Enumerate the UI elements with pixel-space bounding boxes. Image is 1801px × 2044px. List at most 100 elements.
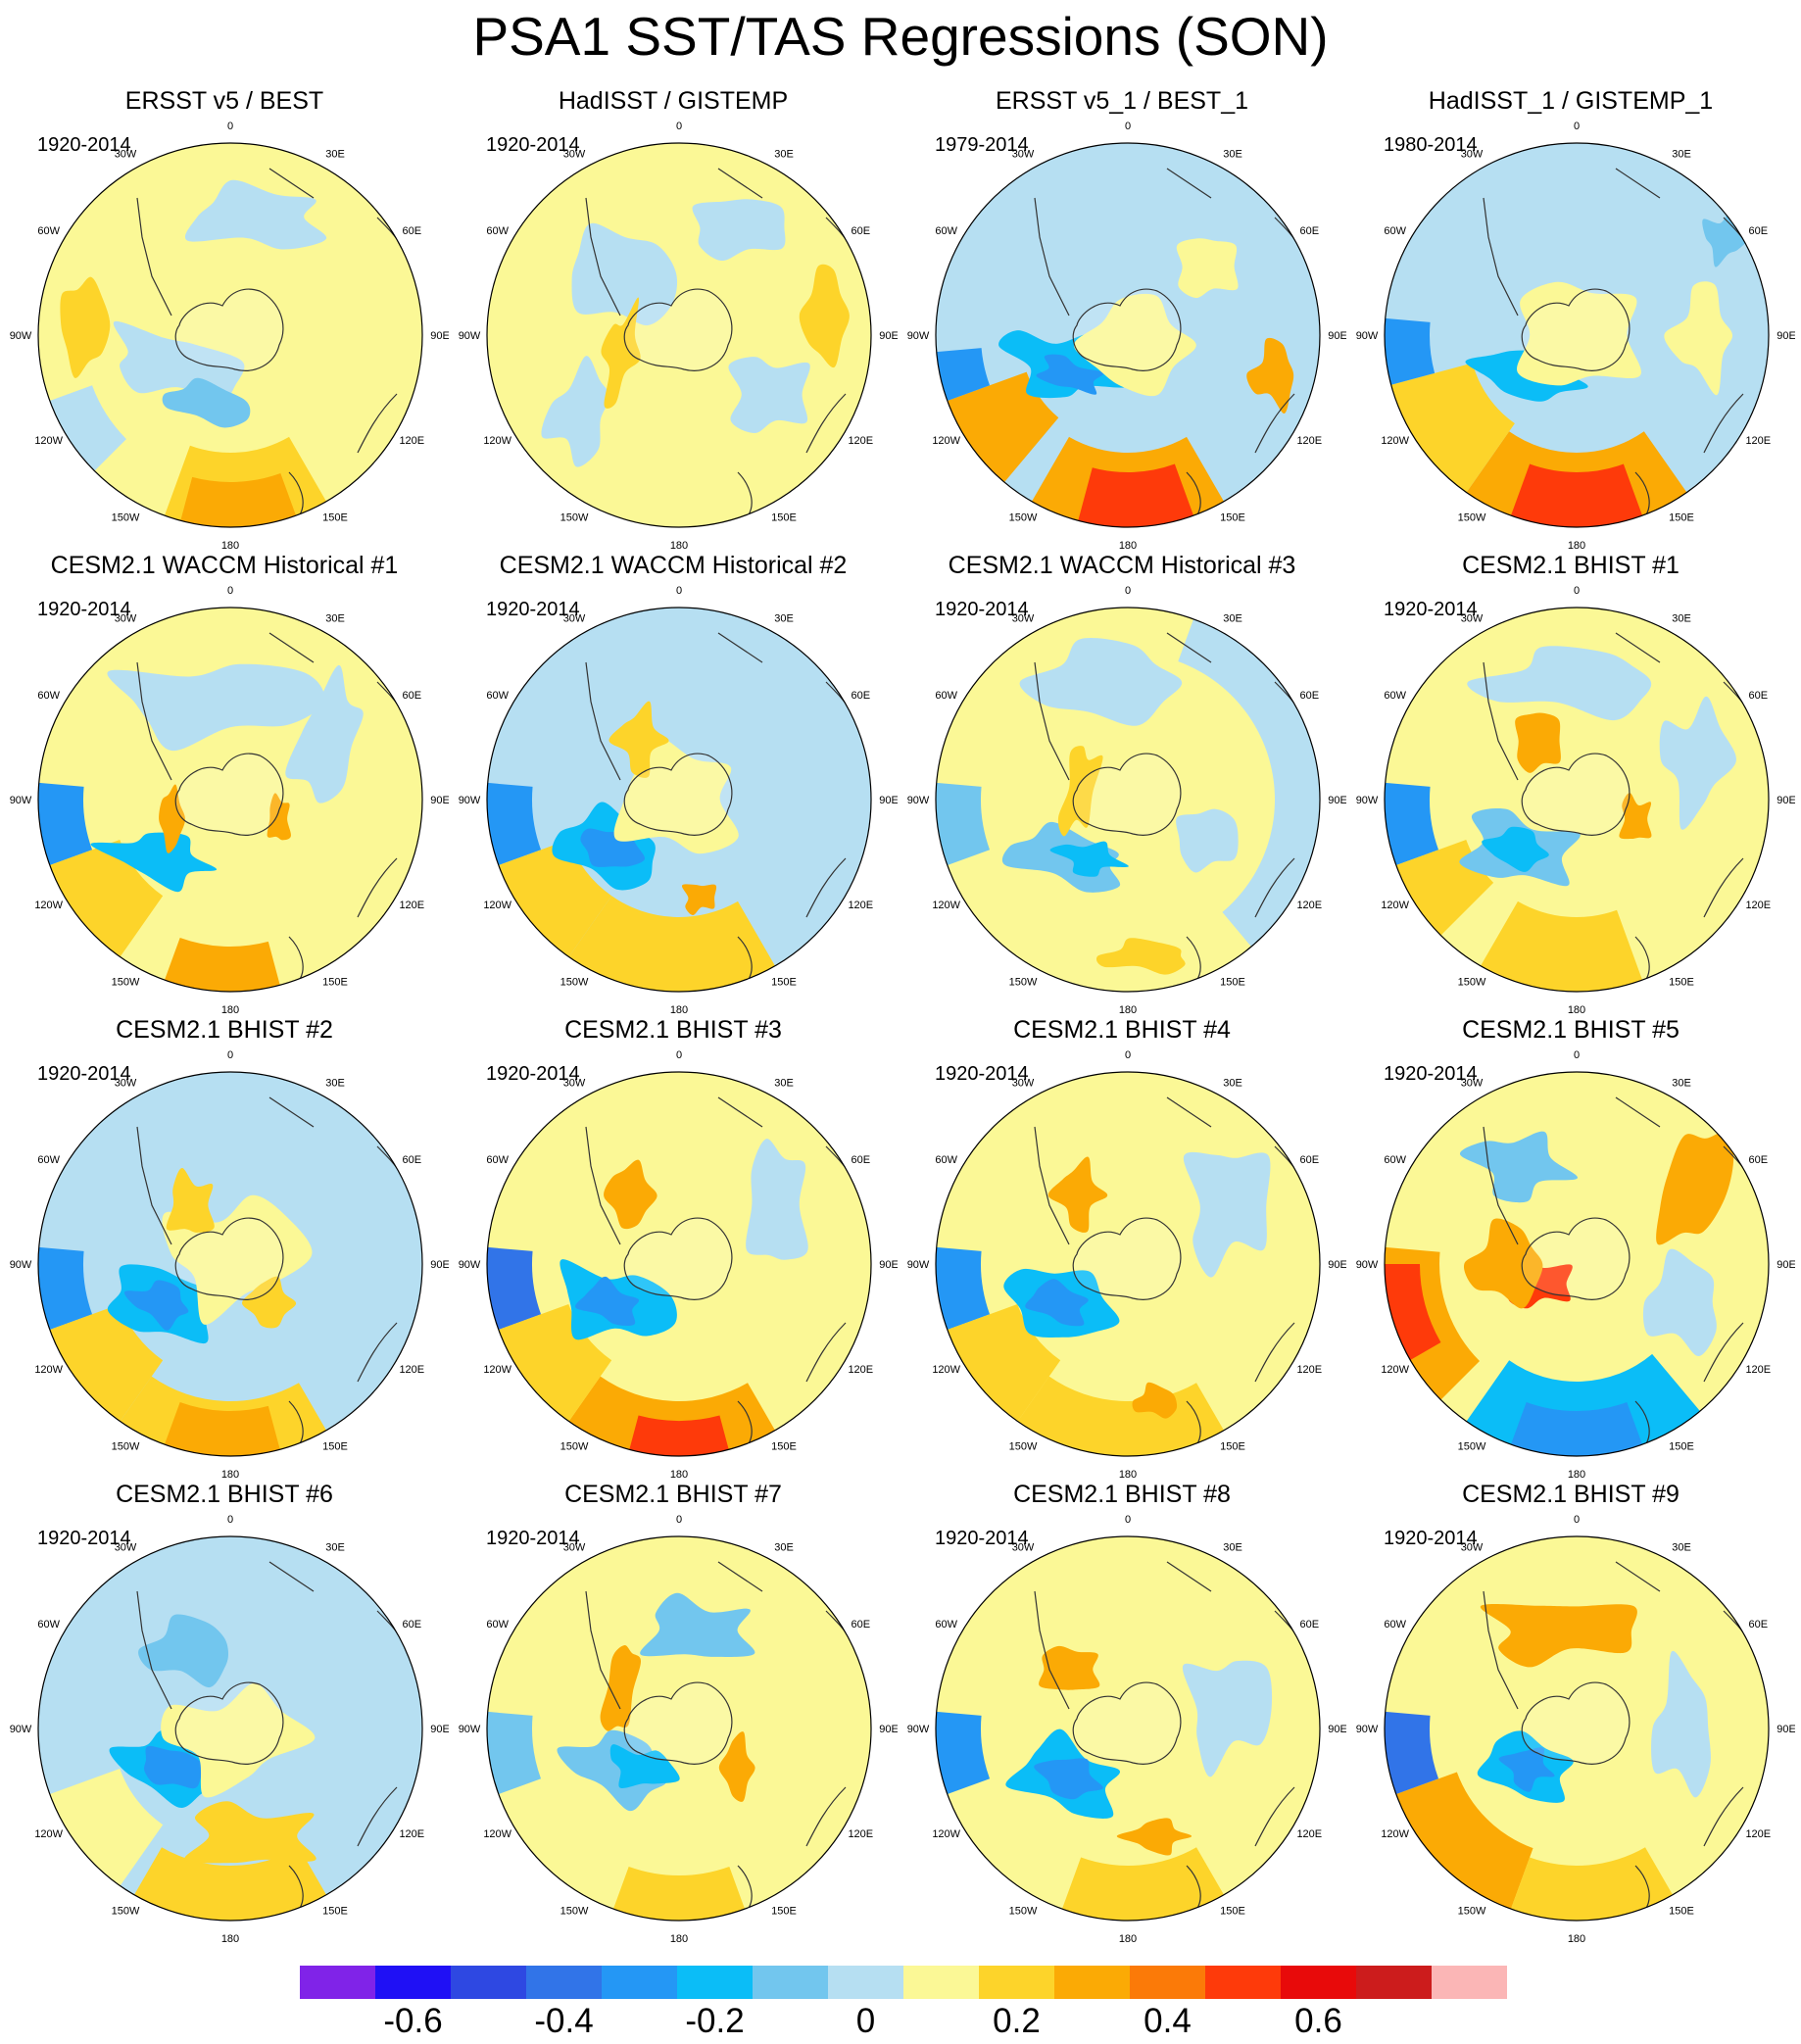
- longitude-label: 30E: [325, 613, 345, 625]
- longitude-label: 90E: [1777, 1259, 1795, 1271]
- longitude-label: 150W: [1458, 511, 1486, 523]
- longitude-label: 90W: [459, 795, 481, 806]
- anomaly-region: [640, 1592, 755, 1658]
- longitude-label: 120E: [1296, 900, 1322, 911]
- longitude-label: 30W: [563, 149, 586, 161]
- longitude-label: 150W: [560, 1905, 589, 1917]
- panel-title: CESM2.1 BHIST #2: [116, 1016, 333, 1044]
- longitude-label: 0: [227, 585, 233, 597]
- antarctica-outline: [623, 1217, 733, 1300]
- longitude-label: 150W: [1458, 1905, 1486, 1917]
- longitude-label: 30E: [1672, 149, 1691, 161]
- longitude-label: 90W: [1356, 1259, 1379, 1271]
- panel-period: 1920-2014: [1384, 1063, 1478, 1085]
- longitude-label: 90W: [1356, 795, 1379, 806]
- longitude-label: 90W: [1356, 1724, 1379, 1735]
- anomaly-region: [1498, 1747, 1555, 1792]
- longitude-label: 30E: [1672, 1542, 1691, 1554]
- antarctica-outline: [174, 288, 284, 371]
- longitude-label: 60E: [1300, 1154, 1320, 1166]
- antarctica-outline: [1072, 1217, 1182, 1300]
- colorbar-swatch: [602, 1966, 677, 1999]
- colorbar-tick-label: -0.4: [534, 2002, 594, 2040]
- longitude-label: 120E: [1296, 435, 1322, 447]
- longitude-label: 60E: [1749, 690, 1769, 702]
- coastline: [717, 1561, 763, 1592]
- longitude-label: 150E: [1220, 1440, 1245, 1452]
- panel-title: CESM2.1 WACCM Historical #3: [948, 552, 1296, 579]
- colorbar-swatch: [1130, 1966, 1205, 1999]
- anomaly-band: [487, 1711, 542, 1795]
- polar-map: 0 30E 60E 90E 120E 150E 180 150W 120W 90W 60W 30W: [1356, 121, 1795, 549]
- coastline: [1166, 168, 1212, 199]
- longitude-label: 120E: [1745, 1828, 1771, 1840]
- antarctica-outline: [174, 1217, 284, 1300]
- map-boundary: [1384, 1535, 1770, 1922]
- coastline: [1034, 1590, 1070, 1710]
- coastline: [357, 393, 398, 454]
- longitude-label: 120W: [1381, 1828, 1409, 1840]
- anomaly-region: [1482, 826, 1549, 872]
- map-boundary: [1384, 142, 1770, 528]
- polar-map: 0 30E 60E 90E 120E 150E 180 150W 120W 90W 60W 30W: [1356, 1049, 1795, 1478]
- polar-map: 0 30E 60E 90E 120E 150E 180 150W 120W 90W 60W 30W: [10, 121, 449, 549]
- antarctica-outline: [1072, 288, 1182, 371]
- anomaly-band: [936, 348, 991, 402]
- anomaly-region: [557, 1729, 667, 1812]
- longitude-label: 30W: [1461, 1078, 1484, 1090]
- anomaly-region: [1651, 1650, 1711, 1798]
- coastline: [805, 857, 847, 918]
- longitude-label: 0: [676, 1049, 682, 1061]
- map-panel: ERSST v5 / BEST 1920-2014 0 30E 60E 90E 120E 15…: [0, 0, 449, 549]
- longitude-label: 90E: [1328, 330, 1346, 342]
- longitude-label: 60W: [37, 1619, 60, 1630]
- anomaly-band: [180, 472, 297, 527]
- anomaly-region: [1463, 1218, 1543, 1309]
- longitude-label: 60E: [403, 1154, 422, 1166]
- anomaly-region: [799, 264, 850, 368]
- figure-title: PSA1 SST/TAS Regressions (SON): [472, 6, 1329, 67]
- longitude-label: 60W: [935, 1619, 957, 1630]
- longitude-label: 90E: [1777, 330, 1795, 342]
- coastline: [1615, 168, 1661, 199]
- polar-map: 0 30E 60E 90E 120E 150E 180 150W 120W 90W 60W 30W: [1356, 585, 1795, 1013]
- anomaly-region: [184, 179, 327, 250]
- longitude-label: 90W: [907, 795, 930, 806]
- coastline: [1615, 1561, 1661, 1592]
- colorbar-swatch: [300, 1966, 375, 1999]
- longitude-label: 150W: [560, 511, 589, 523]
- coastline: [136, 1126, 172, 1245]
- longitude-label: 90E: [879, 795, 898, 806]
- anomaly-band: [498, 840, 612, 957]
- map-panel: CESM2.1 BHIST #8 1920-2014 0 30E 60E 90E 120E 1…: [898, 1393, 1346, 1942]
- colorbar-swatch: [526, 1966, 602, 1999]
- colorbar-swatch: [677, 1966, 753, 1999]
- longitude-label: 90E: [879, 1259, 898, 1271]
- longitude-label: 30W: [1461, 1542, 1484, 1554]
- map-field: [936, 1536, 1320, 1921]
- map-boundary: [935, 607, 1321, 993]
- panel-period: 1920-2014: [935, 599, 1029, 620]
- longitude-label: 150W: [560, 1440, 589, 1452]
- longitude-label: 90W: [10, 1259, 32, 1271]
- longitude-label: 0: [227, 1049, 233, 1061]
- coastline: [1034, 1126, 1070, 1245]
- longitude-label: 120W: [483, 1364, 511, 1376]
- anomaly-band: [487, 1246, 542, 1331]
- anomaly-band: [487, 782, 542, 866]
- coastline: [1703, 1322, 1744, 1383]
- coastline: [1254, 1322, 1295, 1383]
- map-boundary: [37, 1535, 423, 1922]
- anomaly-region: [1116, 1818, 1193, 1856]
- map-boundary: [37, 142, 423, 528]
- anomaly-region: [1182, 1660, 1273, 1777]
- colorbar-swatch: [1054, 1966, 1130, 1999]
- longitude-label: 30E: [325, 1078, 345, 1090]
- coastline: [805, 1322, 847, 1383]
- longitude-label: 60W: [486, 690, 509, 702]
- longitude-label: 30W: [1461, 613, 1484, 625]
- anomaly-band: [134, 1847, 326, 1921]
- coastline: [268, 1096, 315, 1128]
- longitude-label: 150E: [322, 1905, 348, 1917]
- coastline: [268, 1561, 315, 1592]
